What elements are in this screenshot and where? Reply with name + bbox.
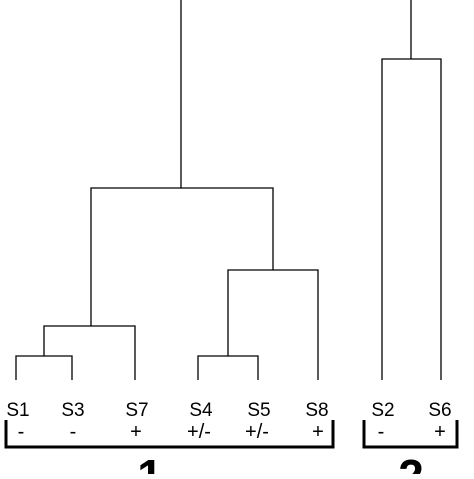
leaf-labels: S1 S3 S7 S4 S5 S8 S2 S6 — [6, 400, 451, 421]
group-bracket-1 — [4, 420, 335, 449]
sign-label: - — [378, 421, 385, 443]
leaf-label: S8 — [305, 400, 328, 421]
leaf-label: S6 — [428, 400, 451, 421]
branch-s4s5-s8 — [227, 269, 319, 380]
leaf-label: S7 — [125, 400, 148, 421]
branch-cluster-1 — [90, 187, 274, 326]
sign-labels: - - + +/- +/- + - + — [18, 421, 446, 443]
leaf-label: S5 — [247, 400, 270, 421]
group-labels: 1 2 — [137, 450, 424, 479]
sign-label: - — [18, 421, 25, 443]
leaf-label: S4 — [189, 400, 213, 421]
branch-s2-s6 — [381, 58, 442, 380]
group-bracket-2 — [362, 420, 459, 449]
sign-label: +/- — [245, 421, 269, 443]
sign-label: - — [70, 421, 77, 443]
branch-s4-s5 — [197, 355, 259, 380]
group-brackets — [4, 420, 459, 449]
branch-s1-s3 — [15, 355, 73, 380]
group-label: 2 — [398, 450, 424, 474]
dendrogram-tree — [15, 0, 442, 380]
leaf-label: S1 — [6, 400, 29, 421]
sign-label: + — [434, 421, 446, 443]
sign-label: + — [312, 421, 324, 443]
group-label: 1 — [137, 450, 163, 474]
leaf-label: S2 — [371, 400, 394, 421]
sign-label: + — [130, 421, 142, 443]
branch-s1s3-s7 — [43, 325, 136, 380]
leaf-label: S3 — [61, 400, 84, 421]
sign-label: +/- — [187, 421, 211, 443]
